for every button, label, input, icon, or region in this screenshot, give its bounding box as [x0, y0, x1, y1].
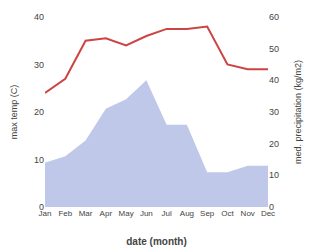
- svg-text:10: 10: [269, 170, 279, 180]
- svg-text:date (month): date (month): [126, 236, 187, 247]
- svg-text:Jan: Jan: [39, 209, 52, 218]
- svg-text:10: 10: [34, 155, 44, 165]
- svg-text:Jul: Jul: [162, 209, 172, 218]
- svg-text:max temp (C): max temp (C): [9, 85, 19, 140]
- svg-text:0: 0: [269, 202, 274, 212]
- svg-text:Oct: Oct: [221, 209, 234, 218]
- svg-text:50: 50: [269, 44, 279, 54]
- svg-text:Mar: Mar: [79, 209, 93, 218]
- svg-text:60: 60: [269, 12, 279, 22]
- svg-text:med. precipitation (kg/m2): med. precipitation (kg/m2): [293, 60, 303, 164]
- svg-text:Dec: Dec: [261, 209, 275, 218]
- svg-text:40: 40: [269, 75, 279, 85]
- svg-text:Nov: Nov: [241, 209, 255, 218]
- svg-text:Apr: Apr: [100, 209, 113, 218]
- svg-text:30: 30: [269, 107, 279, 117]
- svg-text:30: 30: [34, 60, 44, 70]
- svg-text:Sep: Sep: [200, 209, 215, 218]
- svg-text:Jun: Jun: [140, 209, 153, 218]
- svg-text:20: 20: [34, 107, 44, 117]
- svg-text:0: 0: [39, 202, 44, 212]
- svg-text:Aug: Aug: [180, 209, 194, 218]
- svg-text:20: 20: [269, 139, 279, 149]
- svg-text:Feb: Feb: [58, 209, 72, 218]
- svg-text:May: May: [119, 209, 134, 218]
- svg-text:40: 40: [34, 12, 44, 22]
